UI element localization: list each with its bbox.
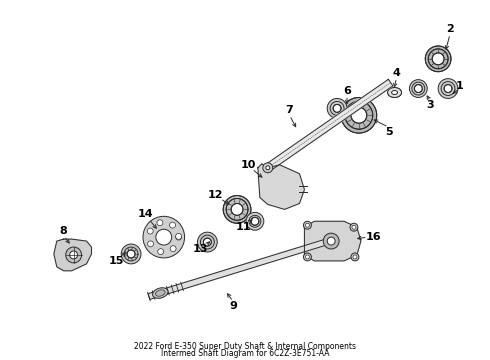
Text: 14: 14 xyxy=(138,210,154,219)
Circle shape xyxy=(410,80,427,98)
Circle shape xyxy=(341,98,377,133)
Circle shape xyxy=(157,220,163,226)
Circle shape xyxy=(147,228,153,234)
Text: 8: 8 xyxy=(60,226,68,236)
Text: 6: 6 xyxy=(343,86,351,95)
Circle shape xyxy=(333,104,341,112)
Text: 16: 16 xyxy=(366,232,382,242)
Circle shape xyxy=(263,163,273,173)
Ellipse shape xyxy=(152,288,168,298)
Circle shape xyxy=(251,217,259,225)
Circle shape xyxy=(143,216,185,258)
Text: 7: 7 xyxy=(286,105,294,115)
Circle shape xyxy=(121,244,141,264)
Circle shape xyxy=(432,53,444,65)
Ellipse shape xyxy=(392,90,397,94)
Polygon shape xyxy=(266,79,393,171)
Circle shape xyxy=(147,241,153,247)
Circle shape xyxy=(246,212,264,230)
Ellipse shape xyxy=(155,290,165,296)
Text: 2022 Ford E-350 Super Duty Shaft & Internal Components: 2022 Ford E-350 Super Duty Shaft & Inter… xyxy=(134,342,356,351)
Circle shape xyxy=(127,250,135,258)
Circle shape xyxy=(158,249,164,255)
Circle shape xyxy=(156,229,171,245)
Circle shape xyxy=(266,166,270,170)
Text: 4: 4 xyxy=(392,68,400,78)
Circle shape xyxy=(175,233,182,239)
Circle shape xyxy=(327,237,335,245)
Circle shape xyxy=(323,233,339,249)
Circle shape xyxy=(176,234,182,240)
Circle shape xyxy=(305,223,309,227)
Text: Intermed Shaft Diagram for 6C2Z-3E751-AA: Intermed Shaft Diagram for 6C2Z-3E751-AA xyxy=(161,348,329,357)
Circle shape xyxy=(353,255,357,259)
Text: 2: 2 xyxy=(446,24,454,34)
Polygon shape xyxy=(258,164,304,210)
Polygon shape xyxy=(148,238,330,300)
Circle shape xyxy=(351,107,367,123)
Circle shape xyxy=(231,203,243,215)
Text: 5: 5 xyxy=(385,127,392,137)
Text: 15: 15 xyxy=(109,256,124,266)
Circle shape xyxy=(303,253,311,261)
Circle shape xyxy=(303,221,311,229)
Circle shape xyxy=(203,238,211,246)
Text: 11: 11 xyxy=(235,222,251,232)
Circle shape xyxy=(66,247,81,263)
Polygon shape xyxy=(304,221,361,261)
Circle shape xyxy=(170,222,175,228)
Circle shape xyxy=(350,223,358,231)
Circle shape xyxy=(327,98,347,118)
Text: 9: 9 xyxy=(229,301,237,311)
Polygon shape xyxy=(54,239,92,271)
Circle shape xyxy=(70,251,77,259)
Circle shape xyxy=(425,46,451,72)
Text: 13: 13 xyxy=(193,244,208,254)
Circle shape xyxy=(351,253,359,261)
Ellipse shape xyxy=(388,87,401,98)
Circle shape xyxy=(444,85,452,93)
Text: 12: 12 xyxy=(208,189,223,199)
Circle shape xyxy=(197,232,217,252)
Circle shape xyxy=(438,78,458,98)
Circle shape xyxy=(170,246,176,252)
Circle shape xyxy=(352,225,356,229)
Text: 1: 1 xyxy=(456,81,464,91)
Circle shape xyxy=(305,255,309,259)
Circle shape xyxy=(415,85,422,93)
Circle shape xyxy=(223,195,251,223)
Text: 3: 3 xyxy=(426,100,434,111)
Text: 10: 10 xyxy=(240,160,256,170)
